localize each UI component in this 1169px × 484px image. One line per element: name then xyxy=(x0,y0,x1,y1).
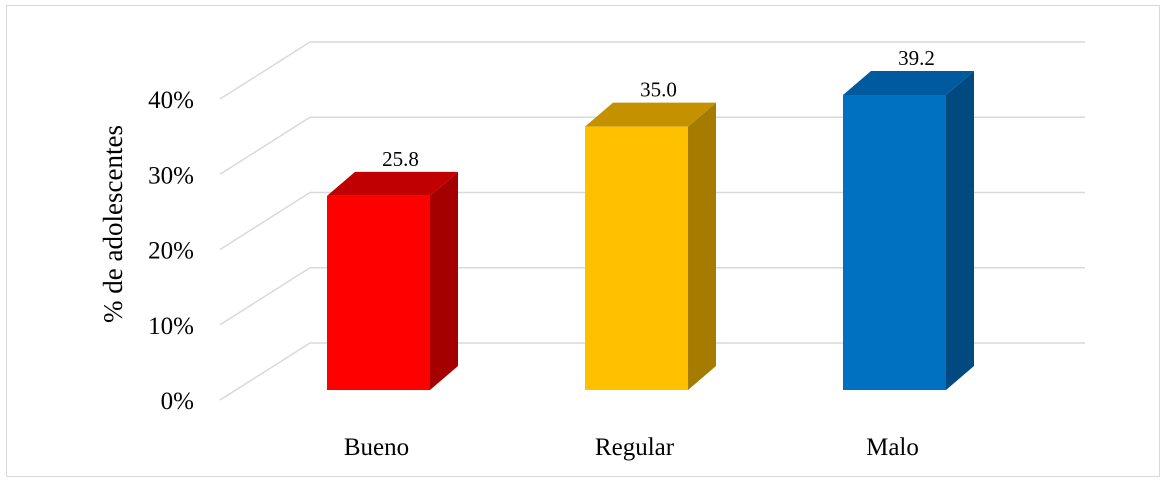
bar-side xyxy=(688,102,716,390)
data-label: 25.8 xyxy=(382,147,419,171)
y-tick-label: 20% xyxy=(148,238,194,265)
data-labels: 25.8 35.0 39.2 xyxy=(382,46,935,171)
bar-front xyxy=(585,126,688,390)
data-label: 35.0 xyxy=(640,78,677,102)
data-label: 39.2 xyxy=(898,46,935,70)
bar-top xyxy=(327,171,458,196)
bar-side xyxy=(946,71,974,391)
bar-malo xyxy=(843,71,974,391)
y-axis-ticks: 0% 10% 20% 30% 40% xyxy=(148,87,194,415)
y-tick-label: 40% xyxy=(148,87,194,114)
bar-regular xyxy=(585,102,716,390)
bar-top xyxy=(843,71,974,96)
bars xyxy=(327,71,974,391)
y-axis-title: % de adolescentes xyxy=(98,125,128,323)
y-tick-label: 0% xyxy=(161,388,194,415)
side-wall-line xyxy=(219,116,311,175)
y-tick-label: 10% xyxy=(148,313,194,340)
y-tick-label: 30% xyxy=(148,162,194,189)
side-wall-line xyxy=(219,191,311,251)
side-wall-line xyxy=(219,342,311,401)
category-label: Malo xyxy=(866,434,919,461)
category-label: Bueno xyxy=(344,434,409,461)
bar-front xyxy=(843,95,946,391)
bar-front xyxy=(327,195,430,390)
side-wall-line xyxy=(219,41,311,100)
side-wall-line xyxy=(219,267,311,326)
bar-side xyxy=(430,171,458,390)
bar-bueno xyxy=(327,171,458,390)
x-axis-categories: Bueno Regular Malo xyxy=(344,434,919,461)
category-label: Regular xyxy=(595,434,675,461)
bar-top xyxy=(585,102,716,127)
